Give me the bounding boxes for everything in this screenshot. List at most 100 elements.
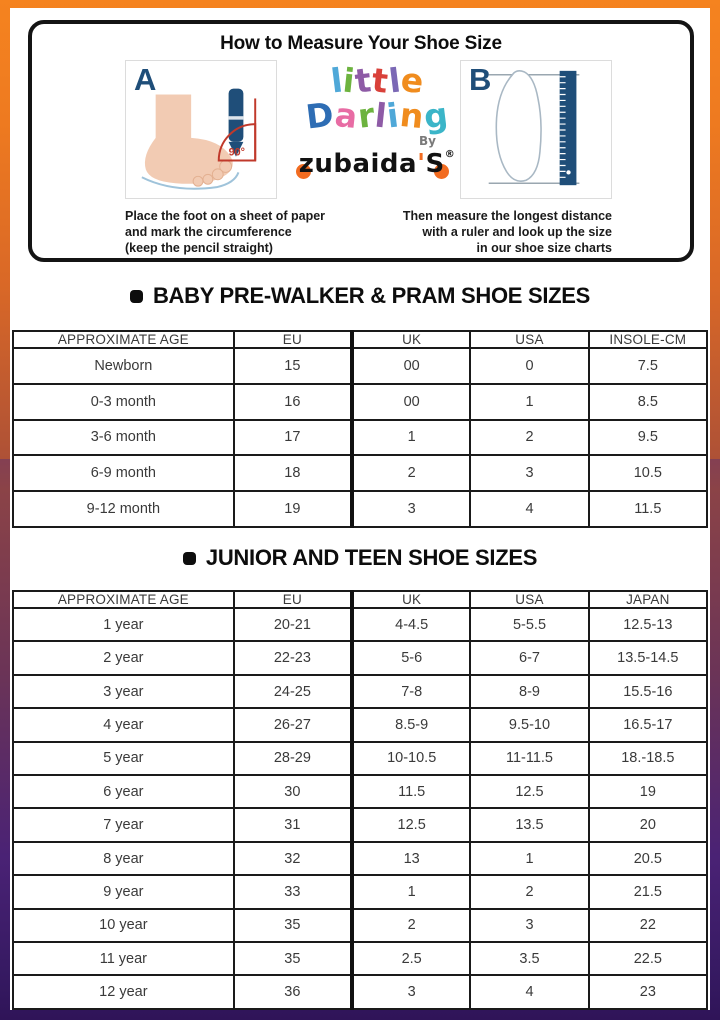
table-cell: 12.5-13 [587,606,709,643]
card-title: How to Measure Your Shoe Size [220,33,502,54]
column-header: EU [232,330,354,349]
content-panel: How to Measure Your Shoe Size [10,8,710,1010]
table-cell: 3 [469,907,590,944]
table-row: 12 year 36 3 4 23 [12,974,709,1010]
table-cell: 5 year [12,740,235,777]
bullet-icon [182,552,196,565]
table-cell: 3 [469,454,590,493]
column-header: EU [232,590,354,609]
table-row: 2 year 22-23 5-6 6-7 13.5-14.5 [12,640,709,676]
table-cell: 33 [232,874,354,910]
table-cell: 13.5 [469,807,590,843]
table-cell: 16 [232,382,354,421]
table-cell: 2 [469,874,590,910]
column-header: UK [350,590,472,609]
column-header: APPROXIMATE AGE [12,590,235,609]
table-cell: 35 [232,907,354,944]
column-header: APPROXIMATE AGE [12,330,235,349]
section-title-baby: BABY PRE-WALKER & PRAM SHOE SIZES [10,283,710,309]
table-row: 9 year 33 1 2 21.5 [12,874,709,910]
measure-instructions-card: How to Measure Your Shoe Size [28,20,694,262]
table-cell: 0 [469,347,590,385]
caption-line: (keep the pencil straight) [125,241,273,255]
table-row: Newborn 15 00 0 7.5 [12,347,709,385]
table-cell: 8 year [12,840,235,877]
table-cell: 10 year [12,907,235,944]
table-cell: 4 [469,974,590,1010]
table-cell: 8.5-9 [350,707,472,743]
caption-step-b: Then measure the longest distance with a … [372,208,612,256]
column-header: USA [469,590,590,609]
caption-line: with a ruler and look up the size [422,225,612,239]
table-cell: 22.5 [587,941,709,977]
baby-size-table-wrap: APPROXIMATE AGE EU UK USA INSOLE-CM Newborn 1… [12,330,709,528]
table-row: 11 year 35 2.5 3.5 22.5 [12,941,709,977]
ruler-ticks [559,76,566,178]
logo-word-darling: Darling [288,94,466,137]
table-cell: 11 year [12,941,235,977]
table-cell: 2 [350,454,472,493]
table-cell: 26-27 [232,707,354,743]
table-cell: 2 [350,907,472,944]
table-cell: 6 year [12,774,235,810]
table-cell: 19 [232,490,354,528]
table-cell: 13.5-14.5 [587,640,709,676]
table-cell: 20-21 [232,606,354,643]
table-cell: 3 year [12,673,235,710]
table-row: 1 year 20-21 4-4.5 5-5.5 12.5-13 [12,606,709,643]
table-cell: 11.5 [350,774,472,810]
table-cell: 4-4.5 [350,606,472,643]
table-cell: 1 year [12,606,235,643]
brand-apostrophe: ' [417,149,426,179]
caption-line: in our shoe size charts [476,241,612,255]
table-cell: 2 [469,418,590,457]
table-cell: 9 year [12,874,235,910]
logo-letter: n [397,94,426,137]
brand-text-suffix: S [425,149,445,179]
table-cell: Newborn [12,347,235,385]
table-cell: 16.5-17 [587,707,709,743]
traced-outline [141,171,240,190]
table-row: 6-9 month 18 2 3 10.5 [12,454,709,493]
foot-ankle-shape [155,94,192,142]
table-cell: 12.5 [350,807,472,843]
logo-letter: g [421,94,451,137]
caption-line: Place the foot on a sheet of paper [125,209,326,223]
ruler-icon [559,70,577,186]
table-cell: 10-10.5 [350,740,472,777]
table-cell: 8-9 [469,673,590,710]
junior-size-table: APPROXIMATE AGE EU UK USA JAPAN 1 year 20-21 4… [12,590,709,1010]
column-header: INSOLE-CM [587,330,709,349]
table-row: 7 year 31 12.5 13.5 20 [12,807,709,843]
bullet-icon [129,290,143,303]
header-row: APPROXIMATE AGE EU UK USA INSOLE-CM [12,330,709,349]
logo-letter: e [399,59,426,102]
logo-by-label: By [419,134,436,148]
illustration-a-box: 90° A [125,60,277,199]
section-title-text: JUNIOR AND TEEN SHOE SIZES [205,545,538,570]
table-cell: 22 [587,907,709,944]
table-cell: 00 [350,382,472,421]
table-cell: 11.5 [587,490,709,528]
table-cell: 31 [232,807,354,843]
table-cell: 22-23 [232,640,354,676]
table-cell: 20.5 [587,840,709,877]
table-cell: 24-25 [232,673,354,710]
table-cell: 5-5.5 [469,606,590,643]
logo-brand-name: zubaida'S® [295,149,456,179]
angle-label: 90° [229,147,245,159]
table-cell: 15.5-16 [587,673,709,710]
table-cell: 12 year [12,974,235,1010]
column-header: USA [469,330,590,349]
table-cell: 4 [469,490,590,528]
table-cell: 35 [232,941,354,977]
brand-text: zubaida [298,149,418,179]
brand-accent-right [434,164,450,179]
table-cell: 36 [232,974,354,1010]
foot-shape [144,137,233,184]
table-cell: 1 [350,418,472,457]
column-header: UK [350,330,472,349]
table-cell: 32 [232,840,354,877]
caption-step-a: Place the foot on a sheet of paper and ma… [125,208,355,256]
